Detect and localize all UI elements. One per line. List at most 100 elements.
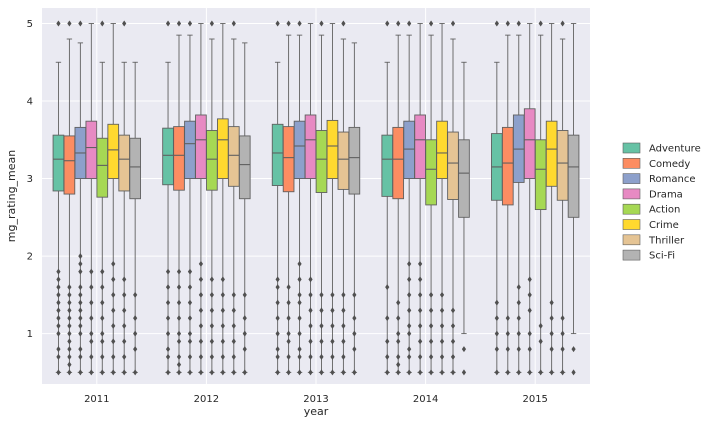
outlier-point <box>220 276 225 283</box>
outlier-point <box>165 284 171 291</box>
outlier-point <box>330 369 335 376</box>
box-iqr <box>436 120 448 180</box>
outlier-point <box>89 338 94 345</box>
outlier-point <box>396 20 401 27</box>
outlier-point <box>418 369 423 376</box>
outlier-point <box>352 315 357 322</box>
outlier-point <box>352 369 357 376</box>
outlier-point <box>111 307 116 314</box>
box-iqr <box>195 114 207 180</box>
outlier-point <box>319 322 324 329</box>
box-thriller-2014 <box>447 20 459 376</box>
outlier-point <box>549 315 554 322</box>
outlier-point <box>439 307 445 314</box>
outlier-point <box>78 322 83 329</box>
outlier-point <box>198 322 204 329</box>
box-crime-2013 <box>326 23 339 376</box>
outlier-point <box>220 338 225 345</box>
legend-label: Action <box>649 205 680 216</box>
outlier-point <box>187 268 193 275</box>
outlier-point <box>133 369 138 376</box>
outlier-point <box>198 307 204 314</box>
outlier-point <box>231 353 236 360</box>
outlier-point <box>100 299 105 306</box>
box-iqr <box>118 134 131 192</box>
outlier-point <box>286 338 291 345</box>
outlier-point <box>89 330 94 337</box>
box-iqr <box>63 135 76 195</box>
outlier-point <box>187 299 193 306</box>
outlier-point <box>407 369 412 376</box>
outlier-point <box>428 307 434 314</box>
outlier-point <box>505 369 510 376</box>
outlier-point <box>111 260 116 267</box>
outlier-point <box>461 346 467 353</box>
outlier-point <box>242 315 247 322</box>
outlier-point <box>67 338 72 345</box>
outlier-point <box>341 322 346 329</box>
outlier-point <box>176 315 182 322</box>
outlier-point <box>407 291 412 298</box>
box-iqr <box>184 120 196 180</box>
outlier-point <box>297 291 302 298</box>
outlier-point <box>56 315 61 322</box>
outlier-point <box>67 291 72 298</box>
outlier-point <box>407 276 412 283</box>
outlier-point <box>418 260 423 267</box>
box-iqr <box>217 118 229 180</box>
outlier-point <box>450 353 456 360</box>
outlier-point <box>330 307 335 314</box>
outlier-point <box>297 20 302 27</box>
outlier-point <box>56 284 61 291</box>
outlier-point <box>396 353 401 360</box>
outlier-point <box>220 322 225 329</box>
legend-label: Sci-Fi <box>649 251 675 262</box>
outlier-point <box>176 20 182 27</box>
outlier-point <box>122 353 127 360</box>
outlier-point <box>209 369 214 376</box>
outlier-point <box>78 307 83 314</box>
outlier-point <box>122 307 127 314</box>
outlier-point <box>428 291 434 298</box>
legend-swatch <box>622 203 641 215</box>
outlier-point <box>209 291 214 298</box>
outlier-point <box>56 276 61 283</box>
legend-swatch <box>622 158 641 169</box>
box-iqr <box>392 126 405 200</box>
box-romance-2015 <box>512 20 525 376</box>
outlier-point <box>231 307 236 314</box>
outlier-point <box>418 291 423 298</box>
outlier-point <box>111 338 116 345</box>
outlier-point <box>450 307 456 314</box>
outlier-point <box>78 260 83 267</box>
box-comedy-2015 <box>501 20 514 376</box>
outlier-point <box>78 20 83 27</box>
legend-label: Thriller <box>648 235 685 246</box>
outlier-point <box>308 291 313 298</box>
outlier-point <box>352 291 357 298</box>
outlier-point <box>67 299 72 306</box>
legend-swatch <box>622 249 641 261</box>
outlier-point <box>297 299 302 306</box>
x-axis-label: year <box>304 405 329 418</box>
box-iqr <box>206 130 218 191</box>
outlier-point <box>450 322 456 329</box>
x-tick-label: 2014 <box>413 394 438 405</box>
outlier-point <box>297 369 302 376</box>
y-tick-label: 4 <box>27 97 33 108</box>
box-iqr <box>238 135 251 200</box>
outlier-point <box>187 20 193 27</box>
outlier-point <box>396 369 401 376</box>
outlier-point <box>198 260 204 267</box>
outlier-point <box>319 307 324 314</box>
outlier-point <box>78 284 83 291</box>
outlier-point <box>494 346 499 353</box>
box-sci-fi-2015 <box>567 23 580 376</box>
box-adventure-2015 <box>491 20 503 376</box>
outlier-point <box>494 20 499 27</box>
outlier-point <box>407 20 412 27</box>
outlier-point <box>165 20 171 27</box>
outlier-point <box>560 315 565 322</box>
box-iqr <box>326 119 339 180</box>
box-comedy-2014 <box>392 20 405 376</box>
